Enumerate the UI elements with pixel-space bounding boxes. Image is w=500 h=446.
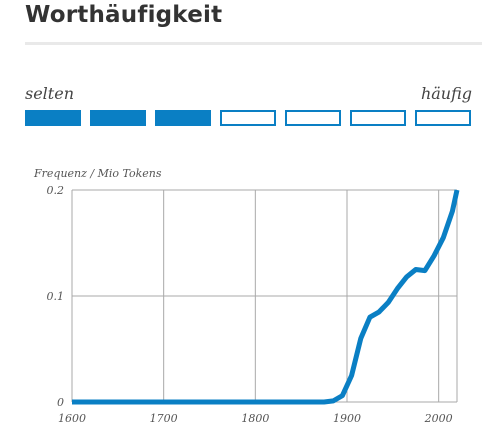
chart-labels: Frequenz / Mio Tokens 1600 1700 1800 1900 200… [33, 167, 453, 425]
frequency-level-6-empty [350, 110, 406, 126]
y-tick-label: 0.1 [47, 290, 65, 303]
frequency-level-2-filled [90, 110, 146, 126]
chart-grid [71, 189, 458, 403]
chart-series [72, 189, 460, 405]
x-tick-label: 1900 [333, 412, 361, 425]
title-divider [25, 42, 482, 45]
y-tick-label: 0 [57, 396, 64, 409]
x-tick-label: 1800 [241, 412, 269, 425]
frequency-level-7-empty [415, 110, 471, 126]
scale-label-frequent: häufig [420, 84, 472, 103]
series-line-0 [72, 189, 460, 405]
y-tick-label: 0.2 [47, 184, 65, 197]
page-title: Worthäufigkeit [25, 2, 223, 28]
scale-label-rare: selten [25, 84, 74, 103]
x-tick-label: 2000 [424, 412, 453, 425]
frequency-level-5-empty [285, 110, 341, 126]
frequency-level-3-filled [155, 110, 211, 126]
x-tick-label: 1700 [150, 412, 178, 425]
frequency-chart: Frequenz / Mio Tokens 1600 1700 1800 1900 200… [33, 167, 460, 425]
frequency-level-1-filled [25, 110, 81, 126]
y-axis-label: Frequenz / Mio Tokens [33, 167, 162, 180]
x-tick-label: 1600 [58, 412, 86, 425]
frequency-level-4-empty [220, 110, 276, 126]
